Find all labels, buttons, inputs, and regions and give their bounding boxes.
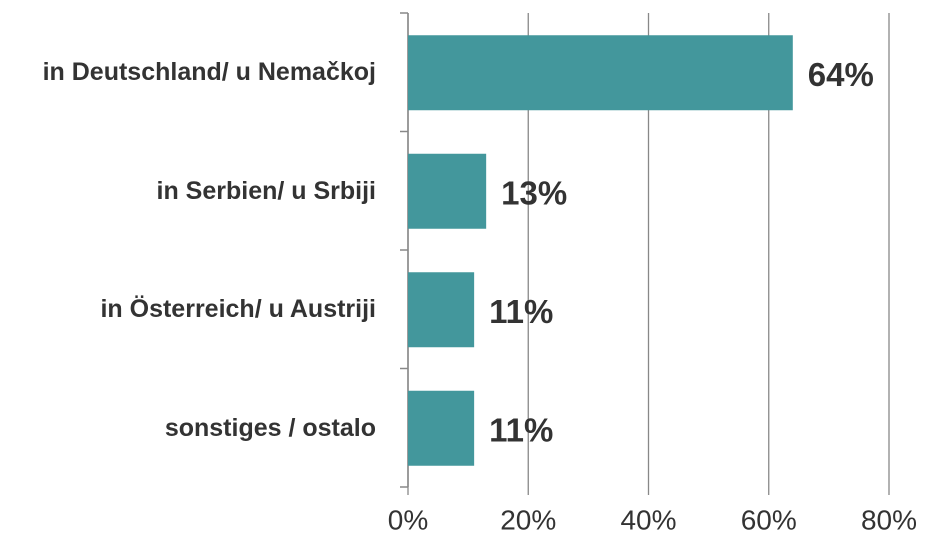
y-tick-label: in Österreich/ u Austriji	[100, 295, 376, 324]
x-tick-label: 80%	[861, 504, 917, 535]
x-tick-label: 40%	[620, 504, 676, 535]
bar	[408, 153, 487, 229]
x-tick-label: 20%	[500, 504, 556, 535]
y-tick-label: in Serbien/ u Srbiji	[156, 176, 376, 205]
bar	[408, 272, 475, 348]
value-label: 64%	[808, 56, 874, 93]
y-tick-label: in Deutschland/ u Nemačkoj	[42, 58, 376, 87]
y-tick-label: sonstiges / ostalo	[164, 413, 376, 442]
x-tick-label: 60%	[741, 504, 797, 535]
value-label: 13%	[501, 174, 567, 211]
value-label: 11%	[489, 293, 553, 330]
x-tick-label: 0%	[388, 504, 428, 535]
bar	[408, 390, 475, 466]
bar	[408, 35, 793, 111]
value-label: 11%	[489, 411, 553, 448]
